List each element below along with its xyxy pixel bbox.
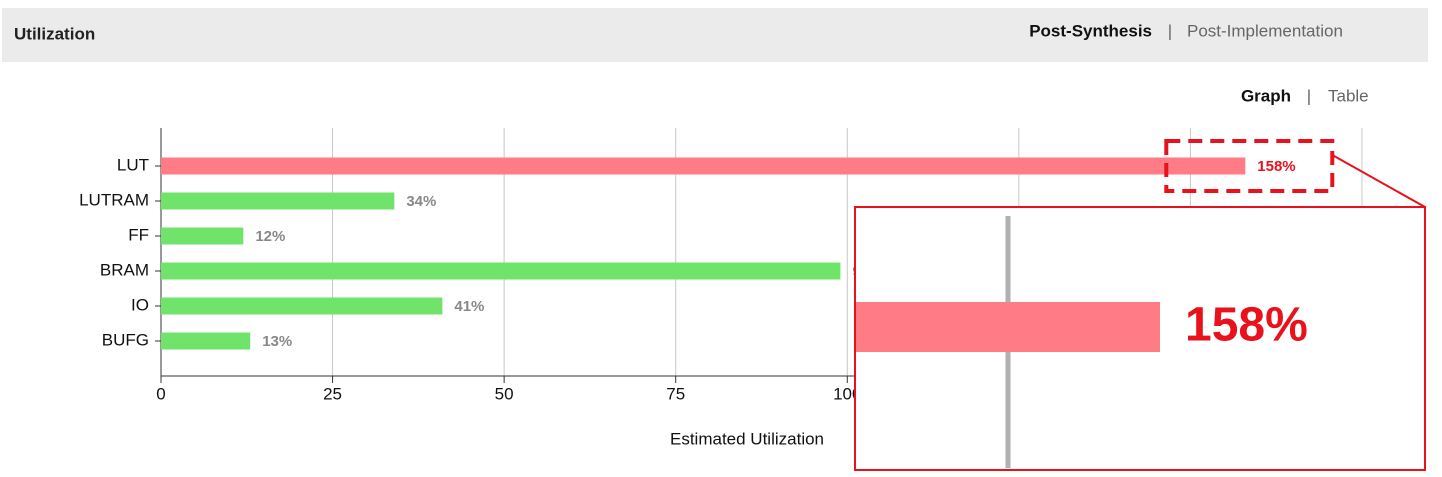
- y-tick-label: IO: [131, 295, 149, 314]
- value-label: 41%: [454, 298, 484, 315]
- bar: [161, 157, 1246, 175]
- x-tick-label: 50: [495, 384, 514, 403]
- y-tick-label: LUTRAM: [79, 190, 149, 209]
- y-tick-label: LUT: [117, 155, 149, 174]
- header-title: Utilization: [14, 24, 95, 43]
- bar: [161, 192, 395, 210]
- bar: [161, 262, 841, 280]
- x-tick-label: 25: [323, 384, 342, 403]
- x-tick-label: 0: [156, 384, 165, 403]
- plot: 0255075100125150175Estimated Utilization…: [79, 128, 1410, 448]
- value-label: 12%: [255, 228, 285, 245]
- highlight-box: [1164, 139, 1335, 193]
- zoom-callout: 158%: [854, 139, 1426, 471]
- value-label: 13%: [262, 333, 292, 350]
- y-tick-label: FF: [128, 225, 149, 244]
- x-tick-label: 75: [666, 384, 685, 403]
- tab[interactable]: Post-Implementation: [1187, 21, 1343, 40]
- view-tab[interactable]: Graph: [1241, 86, 1291, 105]
- bar: [161, 297, 443, 315]
- separator: |: [1307, 86, 1311, 105]
- connector: [1331, 154, 1426, 208]
- tab[interactable]: Post-Synthesis: [1029, 21, 1152, 40]
- x-axis-label: Estimated Utilization: [670, 429, 824, 448]
- y-tick-label: BUFG: [102, 330, 149, 349]
- header-bar: [2, 8, 1428, 62]
- bar: [161, 332, 251, 350]
- bar: [161, 227, 244, 245]
- separator: |: [1168, 21, 1172, 40]
- value-label: 34%: [406, 193, 436, 210]
- zoom-bar: [856, 302, 1160, 352]
- zoom-value-label: 158%: [1185, 299, 1308, 352]
- value-label: 158%: [1257, 158, 1295, 175]
- view-tab[interactable]: Table: [1328, 86, 1369, 105]
- y-tick-label: BRAM: [100, 260, 149, 279]
